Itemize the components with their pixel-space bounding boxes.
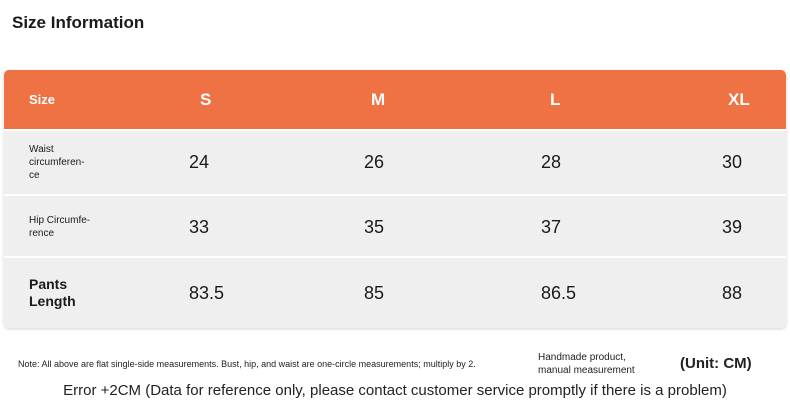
row-label-hip: Hip Circumfe- rence [29, 196, 149, 258]
size-table: Size S M L XL Waist circumferen- ce 24 2… [4, 70, 786, 328]
table-header-row: Size S M L XL [4, 70, 786, 129]
row-divider [4, 256, 786, 258]
hip-s: 33 [189, 216, 210, 237]
hip-xl: 39 [722, 216, 743, 237]
header-size-l: L [550, 89, 561, 109]
row-label-line: Length [29, 293, 76, 309]
handmade-note: Handmade product, manual measurement [538, 351, 668, 377]
handmade-note-line: manual measurement [538, 365, 635, 376]
waist-xl: 30 [722, 151, 743, 172]
pants-length-l: 86.5 [541, 282, 577, 303]
row-label-line: rence [29, 228, 55, 239]
row-divider [4, 129, 786, 131]
header-size-label: Size [29, 92, 56, 107]
header-size-xl: XL [728, 89, 750, 109]
table-row-waist: Waist circumferen- ce 24 26 28 30 [4, 131, 786, 193]
page-title: Size Information [12, 13, 145, 32]
waist-m: 26 [364, 151, 385, 172]
row-label-line: Hip Circumfe- [29, 215, 91, 226]
row-label-line: ce [29, 169, 40, 181]
table-row-pants-length: Pants Length 83.5 85 86.5 88 [4, 258, 786, 328]
row-label-line: Pants [29, 276, 68, 292]
row-label-waist: Waist circumferen- ce [29, 131, 149, 193]
pants-length-s: 83.5 [189, 282, 225, 303]
row-label-line: Waist [29, 143, 54, 155]
pants-length-xl: 88 [722, 282, 743, 303]
measurement-note: Note: All above are flat single-side mea… [18, 359, 476, 369]
unit-note: (Unit: CM) [680, 355, 752, 372]
waist-l: 28 [541, 151, 562, 172]
hip-m: 35 [364, 216, 385, 237]
row-label-line: circumferen- [29, 156, 85, 168]
header-size-s: S [200, 89, 212, 109]
header-size-m: M [371, 89, 386, 109]
row-label-pants-length: Pants Length [29, 258, 149, 328]
hip-l: 37 [541, 216, 562, 237]
error-note: Error +2CM (Data for reference only, ple… [63, 382, 727, 399]
pants-length-m: 85 [364, 282, 385, 303]
handmade-note-line: Handmade product, [538, 352, 626, 363]
table-row-hip: Hip Circumfe- rence 33 35 37 39 [4, 196, 786, 258]
row-divider [4, 194, 786, 196]
waist-s: 24 [189, 151, 210, 172]
